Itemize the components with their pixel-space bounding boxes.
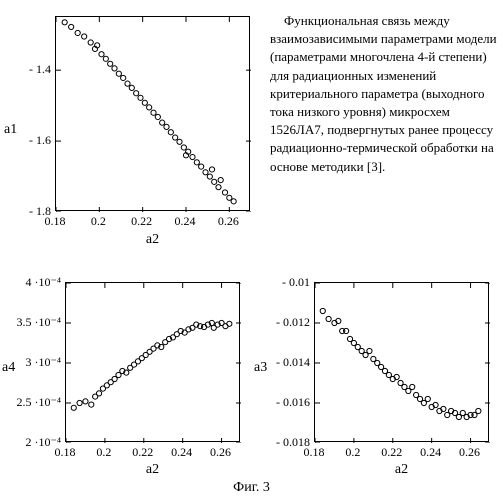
plot-a3 — [314, 282, 489, 442]
figure-description: Функциональная связь между взаимозависим… — [270, 12, 502, 176]
xtick-label: 0.24 — [175, 214, 196, 229]
ytick-label: - 0.018 — [266, 435, 310, 450]
ytick-label: - 0.014 — [266, 355, 310, 370]
figure-caption: Фиг. 3 — [0, 480, 503, 496]
panel-a1: a1 a2 0.180.20.220.240.26- 1.8- 1.6- 1.4 — [0, 12, 265, 262]
xtick-label: 0.24 — [420, 445, 441, 460]
xtick-label: 0.26 — [218, 214, 239, 229]
xtick-label: 0.24 — [171, 445, 192, 460]
ytick-label: 2 ·10⁻⁴ — [13, 435, 61, 450]
xtick-label: 0.2 — [91, 214, 106, 229]
ytick-label: 4 ·10⁻⁴ — [13, 275, 61, 290]
ytick-label: - 0.016 — [266, 395, 310, 410]
ytick-label: - 0.012 — [266, 315, 310, 330]
xlabel-a1: a2 — [55, 232, 250, 248]
xlabel-a4: a2 — [65, 462, 240, 478]
ytick-label: - 1.6 — [17, 133, 51, 148]
xtick-label: 0.22 — [132, 445, 153, 460]
ytick-label: - 1.8 — [17, 204, 51, 219]
plot-a4 — [65, 282, 240, 442]
ytick-label: 3 ·10⁻⁴ — [13, 355, 61, 370]
xtick-label: 0.26 — [459, 445, 480, 460]
xtick-label: 0.26 — [210, 445, 231, 460]
ylabel-a1: a1 — [4, 122, 17, 138]
xtick-label: 0.22 — [131, 214, 152, 229]
panel-a3: a3 a2 0.180.20.220.240.26- 0.018- 0.016-… — [252, 278, 503, 488]
xtick-label: 0.2 — [345, 445, 360, 460]
xtick-label: 0.22 — [381, 445, 402, 460]
xlabel-a3: a2 — [314, 462, 489, 478]
panel-a4: a4 a2 0.180.20.220.240.262 ·10⁻⁴2.5 ·10⁻… — [0, 278, 252, 488]
ytick-label: 3.5 ·10⁻⁴ — [13, 315, 61, 330]
xtick-label: 0.2 — [96, 445, 111, 460]
ytick-label: - 0.01 — [266, 275, 310, 290]
plot-a1 — [55, 16, 250, 211]
ytick-label: 2.5 ·10⁻⁴ — [13, 395, 61, 410]
ytick-label: - 1.4 — [17, 62, 51, 77]
